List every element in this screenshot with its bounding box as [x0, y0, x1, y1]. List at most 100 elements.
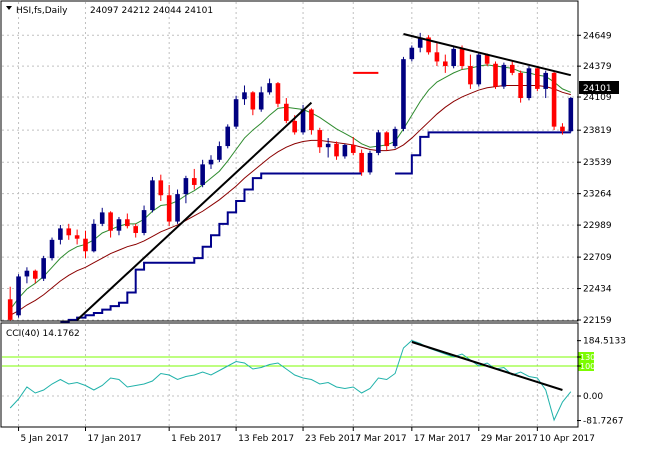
date-tick-label: 7 Mar 2017 [355, 434, 406, 444]
candle-body [300, 109, 306, 133]
candle [309, 108, 314, 135]
date-tick-label: 17 Mar 2017 [414, 434, 471, 444]
candle-body [409, 47, 415, 60]
candle [350, 136, 356, 156]
candle [58, 224, 63, 245]
cci-grid [2, 324, 577, 427]
candle [560, 123, 565, 135]
cci-plot-frame [0, 322, 579, 428]
trail-segment [395, 131, 571, 175]
candle-body [451, 48, 456, 67]
candle [384, 131, 390, 151]
trail-segment [60, 172, 362, 324]
candle [267, 78, 272, 95]
candle-body [99, 212, 105, 224]
candle [325, 138, 331, 158]
candle [158, 174, 164, 201]
price-tick-label: 24379 [583, 62, 612, 72]
candle [376, 130, 381, 156]
date-tick-label: 17 Jan 2017 [87, 434, 141, 444]
current-price-box [579, 81, 619, 94]
date-tick-label: 10 Apr 2017 [539, 434, 595, 444]
candle-body [217, 146, 222, 160]
candle [392, 126, 398, 149]
candle-body [526, 68, 532, 99]
price-tick-label: 23539 [583, 158, 612, 168]
candle-body [284, 103, 289, 121]
candle [141, 205, 147, 236]
candle [359, 149, 364, 176]
slow-ma-line [9, 84, 571, 316]
candle [258, 86, 264, 112]
candle-body [317, 130, 323, 148]
candle-body [501, 64, 507, 87]
candle-body [543, 72, 549, 89]
candle-body [468, 66, 473, 85]
candle-body [417, 37, 423, 48]
candle-body [158, 180, 164, 196]
price-tick-label: 23264 [583, 190, 612, 200]
candle [208, 155, 214, 169]
trend-line [76, 101, 313, 321]
candle-body [125, 219, 130, 227]
candle [250, 91, 256, 116]
cci-tick-label: 100 [580, 362, 595, 371]
candle-body [166, 195, 172, 222]
candle-body [258, 92, 264, 110]
main-plot-frame [0, 0, 579, 322]
candle-body [334, 143, 339, 157]
candle [217, 141, 222, 163]
price-tick-label: 24109 [583, 93, 612, 103]
candle-body [141, 210, 147, 233]
candle [116, 216, 122, 236]
candle [342, 143, 348, 159]
candle-body [443, 61, 448, 67]
candle-body [392, 128, 398, 147]
dropdown-triangle-icon[interactable] [6, 6, 12, 10]
candle [275, 82, 281, 108]
cci-tick-label: -81.7267 [583, 417, 623, 427]
candle [426, 35, 431, 55]
candle [409, 45, 415, 62]
candle-body [359, 152, 364, 173]
candle-body [200, 164, 205, 185]
cci-tick-label: 0.00 [583, 392, 603, 402]
candle-body [518, 72, 523, 99]
candle-body [208, 159, 214, 165]
candle-body [150, 180, 155, 211]
candle [334, 141, 339, 160]
trend-line [403, 33, 572, 77]
candle [535, 66, 540, 92]
candle-body [41, 258, 46, 279]
cci-trend-line [411, 341, 563, 391]
candle [568, 96, 574, 133]
candle-body [342, 144, 348, 157]
candle [191, 168, 197, 190]
candle-body [551, 72, 557, 127]
candle-body [384, 132, 390, 147]
candle-body [66, 228, 72, 236]
candle [401, 56, 406, 132]
candle [284, 98, 289, 124]
candle-body [426, 37, 431, 53]
cci-line [9, 339, 572, 422]
candle-body [459, 48, 465, 67]
trend-lines [76, 33, 572, 321]
current-price-label: 24101 [583, 84, 612, 94]
date-tick-label: 29 Mar 2017 [481, 434, 538, 444]
cci-level-box [578, 352, 594, 362]
candle-body [367, 152, 373, 173]
cci-label: CCI(40) 14.1762 [6, 329, 80, 339]
candle [83, 230, 88, 259]
candle [543, 70, 549, 99]
price-tick-label: 22159 [583, 316, 612, 326]
candle-body [108, 212, 113, 231]
date-tick-label: 23 Feb 2017 [305, 434, 361, 444]
candle [443, 54, 448, 73]
candle-body [183, 178, 189, 195]
candle-body [83, 238, 88, 252]
candles [7, 32, 574, 322]
candle-body [16, 276, 21, 316]
candle-body [24, 270, 30, 277]
